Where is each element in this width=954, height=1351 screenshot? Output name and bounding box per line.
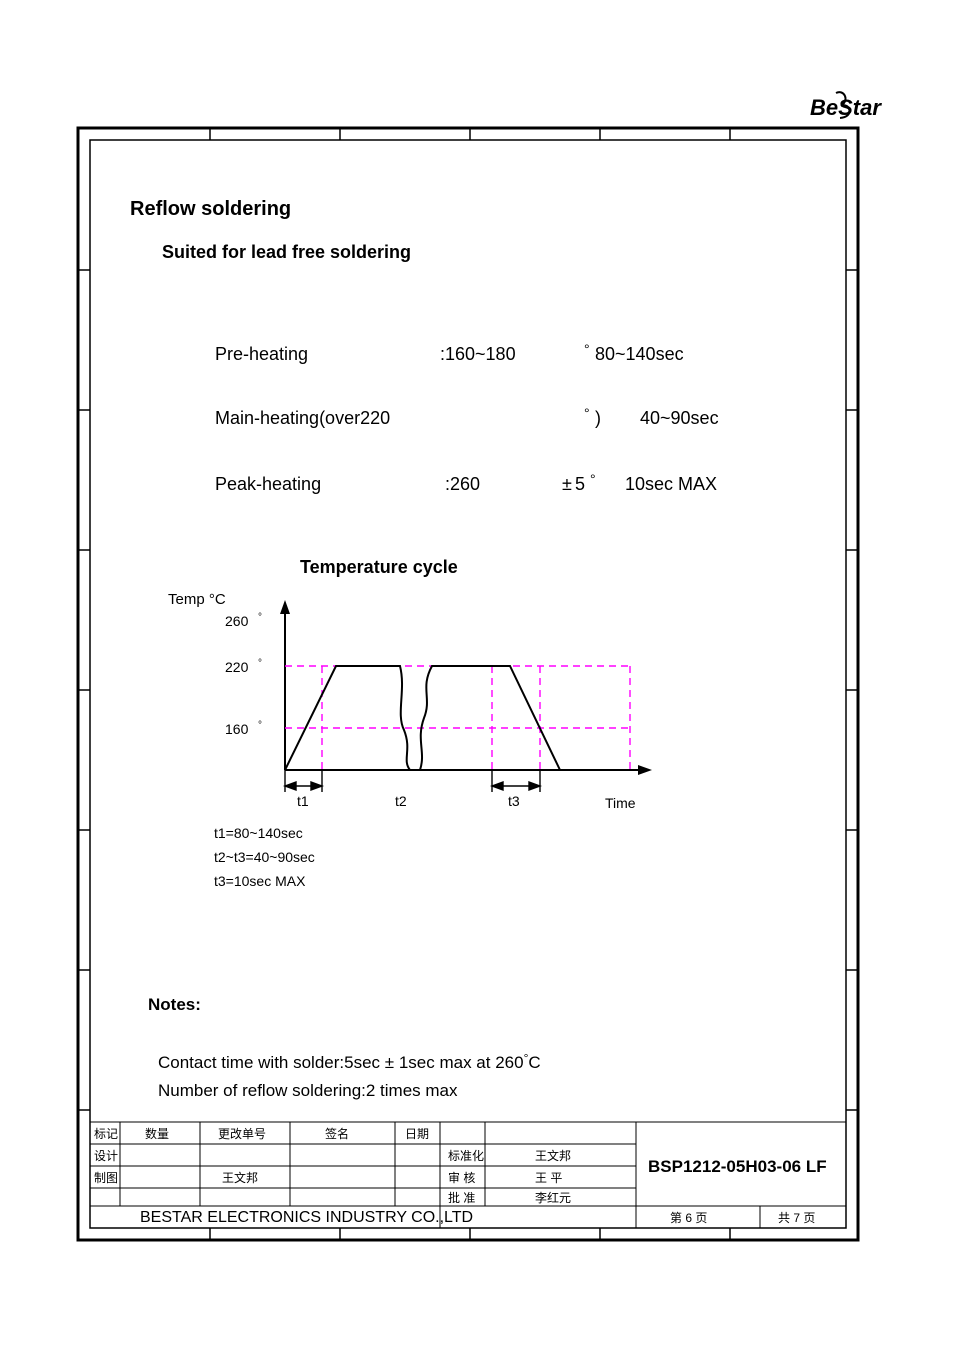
tb-h-3: 签名 <box>325 1126 349 1141</box>
peak-label: Peak-heating <box>215 474 321 494</box>
notes-block: Notes: Contact time with solder:5sec ± 1… <box>148 995 541 1100</box>
svg-text:t3=10sec MAX: t3=10sec MAX <box>214 873 306 889</box>
tb-r2-c6: 王 平 <box>535 1171 562 1185</box>
engineering-drawing-sheet: BeStar Reflow soldering Suited for lead … <box>0 0 954 1351</box>
preheat-label: Pre-heating <box>215 344 308 364</box>
title-block: 标记 数量 更改单号 签名 日期 设计 标准化 王文邦 制图 王文邦 审 核 王… <box>90 1122 846 1228</box>
ytick-160: 160 <box>225 721 249 737</box>
plusminus-symbol: ± <box>562 474 572 494</box>
temperature-cycle-chart: Temperature cycle Temp °C 260 ° 220 ° 160 ° <box>168 557 652 889</box>
tb-r2-c0: 制图 <box>94 1171 118 1185</box>
logo-text: BeStar <box>810 95 882 120</box>
chart-dim-arrows <box>285 770 540 792</box>
heading-reflow: Reflow soldering <box>130 198 291 220</box>
tb-r3-c5: 批 准 <box>448 1190 475 1205</box>
degree-symbol: ° <box>584 341 590 357</box>
tb-h-4: 日期 <box>405 1127 429 1141</box>
peak-time: 10sec MAX <box>625 474 717 494</box>
page-label-0: 第 6 页 <box>670 1211 707 1225</box>
notes-heading: Notes: <box>148 995 201 1014</box>
arrow-up-icon <box>280 600 290 614</box>
chart-x-segment-labels: t1 t2 t3 Time <box>297 793 636 811</box>
ytick-260: 260 <box>225 613 249 629</box>
notes-line-2: Number of reflow soldering:2 times max <box>158 1081 458 1100</box>
tb-r1-c5: 标准化 <box>448 1149 484 1163</box>
notes-line-1: Contact time with solder:5sec ± 1sec max… <box>158 1051 541 1072</box>
chart-guides <box>285 666 630 770</box>
company-name: BESTAR ELECTRONICS INDUSTRY CO.,LTD <box>140 1209 473 1226</box>
tb-r2-c2: 王文邦 <box>222 1170 258 1185</box>
tb-h-0: 标记 <box>94 1127 118 1141</box>
svg-text:°: ° <box>258 658 262 669</box>
ytick-220: 220 <box>225 659 249 675</box>
svg-text:5: 5 <box>575 474 585 494</box>
svg-text:t2~t3=40~90sec: t2~t3=40~90sec <box>214 849 315 865</box>
heating-table: Pre-heating :160~180 ° 80~140sec Main-he… <box>215 341 719 494</box>
tb-r1-c6: 王文邦 <box>535 1148 571 1163</box>
frame-ticks-horiz <box>210 128 730 1240</box>
svg-text:t1=80~140sec: t1=80~140sec <box>214 825 303 841</box>
svg-text::160~180: :160~180 <box>440 344 516 364</box>
tb-h-1: 数量 <box>145 1126 169 1141</box>
page-border-outer <box>78 128 858 1240</box>
mainheat-label: Main-heating(over220 <box>215 408 390 428</box>
x-seg-t2: t2 <box>395 793 407 809</box>
tb-r2-c5: 审 核 <box>448 1170 475 1185</box>
degree-symbol: ° <box>584 405 590 421</box>
heading-leadfree: Suited for lead free soldering <box>162 242 411 262</box>
arrow-right-icon <box>638 765 652 775</box>
x-seg-t3: t3 <box>508 793 520 809</box>
svg-text:°: ° <box>258 720 262 731</box>
chart-time-notes: t1=80~140sec t2~t3=40~90sec t3=10sec MAX <box>214 825 315 889</box>
chart-ylabel: Temp °C <box>168 591 226 608</box>
mainheat-time: 40~90sec <box>640 408 719 428</box>
svg-text::260: :260 <box>445 474 480 494</box>
bestar-logo: BeStar <box>810 92 882 120</box>
tb-h-2: 更改单号 <box>218 1127 266 1141</box>
preheat-time: 80~140sec <box>595 344 684 364</box>
part-number: BSP1212-05H03-06 LF <box>648 1157 827 1176</box>
page-label-1: 共 7 页 <box>778 1211 815 1225</box>
frame-ticks <box>78 270 858 1110</box>
chart-title: Temperature cycle <box>300 557 458 577</box>
chart-curve-2 <box>420 666 560 770</box>
tb-r3-c6: 李红元 <box>535 1190 571 1205</box>
chart-curve <box>285 666 410 770</box>
chart-x-label: Time <box>605 795 636 811</box>
tb-r1-c0: 设计 <box>94 1149 118 1163</box>
svg-text:°: ° <box>258 612 262 623</box>
svg-text:): ) <box>595 408 601 428</box>
x-seg-t1: t1 <box>297 793 309 809</box>
degree-symbol: ° <box>590 471 596 487</box>
